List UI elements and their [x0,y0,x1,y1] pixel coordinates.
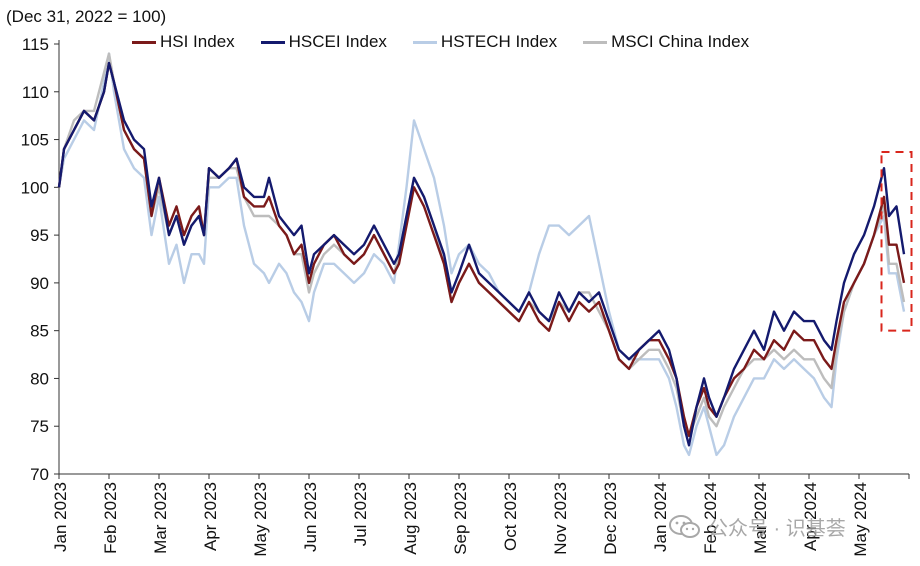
y-tick-label: 95 [30,226,49,245]
series-layer [57,52,906,457]
y-tick-label: 110 [22,83,49,102]
series-line-hsi-index [57,61,906,437]
x-tick-label: Mar 2024 [751,482,770,554]
x-tick-label: Sep 2023 [451,482,470,555]
legend-item-hscei: HSCEI Index [260,32,387,52]
watermark: 公众号 · 识基荟 [668,512,846,541]
legend-item-hstech: HSTECH Index [412,32,558,52]
x-tick-label: Nov 2023 [551,482,570,555]
series-line-hstech-index [57,52,906,457]
x-tick-label: Jan 2023 [51,482,70,552]
series-line-hscei-index [57,61,906,447]
highlight-layer [880,150,913,332]
highlight-box [880,150,913,332]
x-tick-label: Jun 2023 [301,482,320,552]
legend-label-hscei: HSCEI Index [288,32,387,51]
watermark-text: 公众号 · 识基荟 [708,518,846,540]
legend: HSI Index HSCEI Index HSTECH Index MSCI … [132,32,749,52]
legend-swatch-hscei [260,40,285,44]
legend-item-hsi: HSI Index [132,32,235,52]
y-tick-label: 70 [30,465,49,484]
x-axis: Jan 2023 Feb 2023 Mar 2023 Apr 2023 May 2023… [51,473,910,557]
y-tick-label: 75 [30,417,49,436]
x-tick-label: Jan 2024 [651,482,670,552]
legend-label-hsi: HSI Index [160,32,235,51]
x-tick-label: May 2023 [251,482,270,557]
legend-label-hstech: HSTECH Index [440,32,558,51]
legend-label-msci-china: MSCI China Index [611,32,750,51]
legend-swatch-msci-china [583,40,608,44]
x-tick-label: Jul 2023 [351,482,370,546]
x-tick-label: Mar 2023 [151,482,170,554]
series-line-msci-china-index [57,52,906,437]
wechat-icon [669,514,700,538]
y-tick-label: 90 [30,274,49,293]
y-axis: 70 75 80 85 90 95 100 105 110 115 [21,35,60,484]
x-tick-label: Feb 2023 [101,482,120,554]
y-unit-label: (Dec 31, 2022 = 100) [6,7,167,26]
legend-swatch-hstech [412,40,437,44]
x-tick-label: Oct 2023 [501,482,520,551]
y-tick-label: 115 [22,35,49,54]
legend-item-msci-china: MSCI China Index [583,32,749,52]
y-tick-label: 105 [21,131,49,150]
x-tick-label: Aug 2023 [401,482,420,555]
y-tick-label: 100 [21,178,49,197]
x-tick-label: Apr 2024 [801,482,820,551]
legend-swatch-hsi [132,40,156,44]
x-tick-label: May 2024 [851,482,870,557]
x-tick-label: Dec 2023 [601,482,620,555]
x-tick-label: Feb 2024 [701,482,720,554]
x-tick-label: Apr 2023 [201,482,220,551]
y-tick-label: 80 [30,369,49,388]
y-tick-label: 85 [30,322,49,341]
